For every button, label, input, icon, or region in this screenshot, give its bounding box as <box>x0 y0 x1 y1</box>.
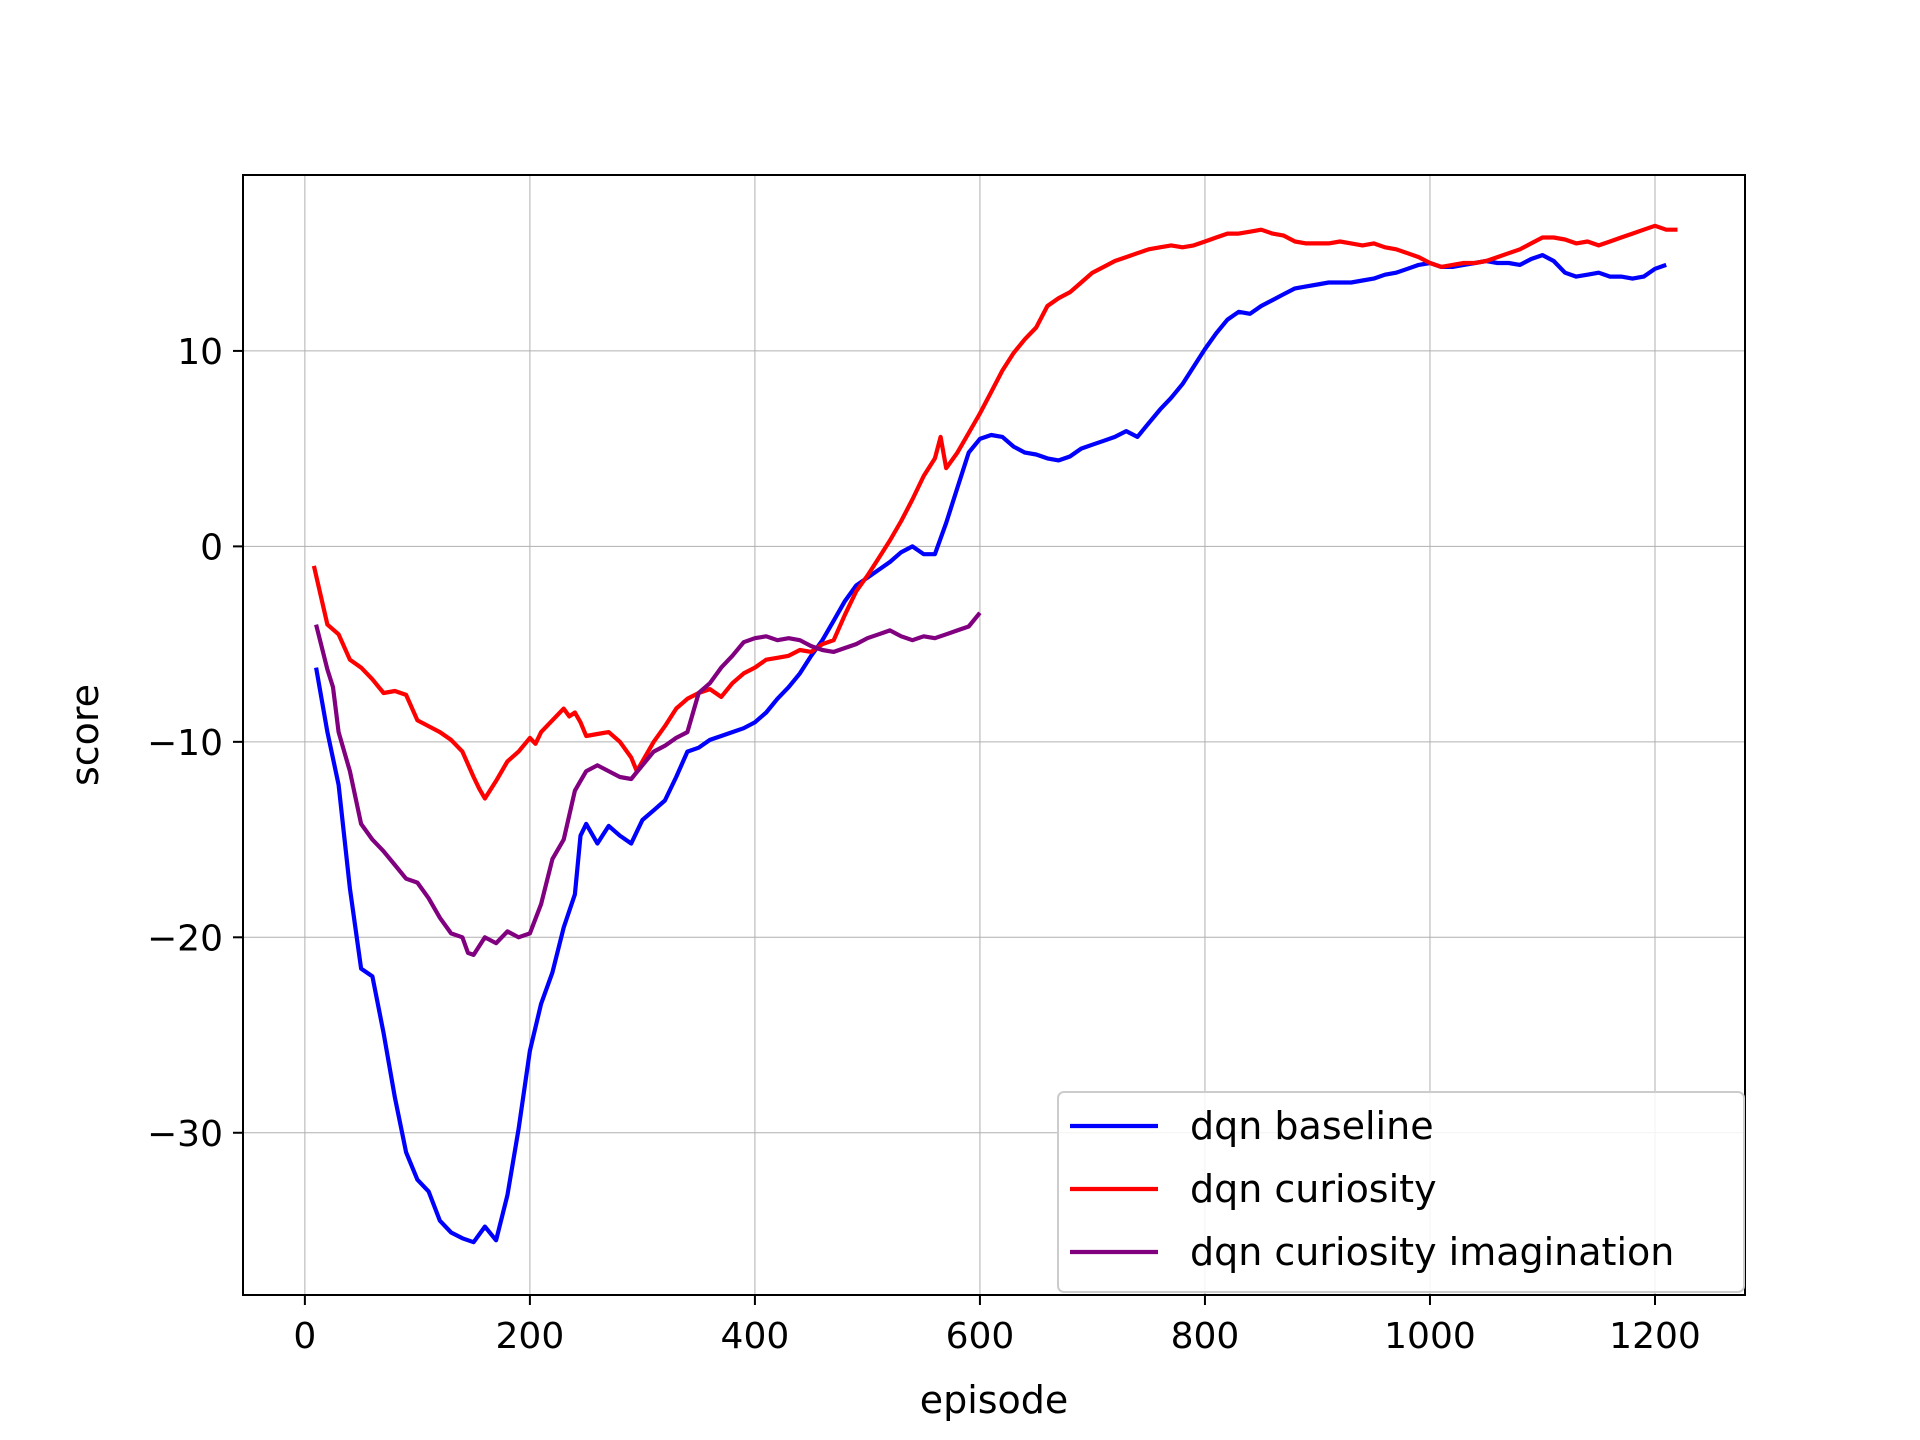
x-tick-label: 200 <box>496 1316 565 1357</box>
x-tick-label: 400 <box>721 1316 790 1357</box>
x-tick-label: 1200 <box>1609 1316 1701 1357</box>
legend-label-3: dqn curiosity imagination <box>1190 1230 1674 1274</box>
legend: dqn baseline dqn curiosity dqn curiosity i… <box>1057 1091 1745 1293</box>
x-tick-label: 1000 <box>1384 1316 1476 1357</box>
x-tick-label: 800 <box>1171 1316 1240 1357</box>
y-tick-label: −30 <box>147 1114 223 1155</box>
legend-label-2: dqn curiosity <box>1190 1167 1437 1211</box>
legend-box <box>1057 1091 1745 1293</box>
y-axis-label: score <box>63 684 107 786</box>
series-lines <box>311 223 1678 1245</box>
y-tick-label: −10 <box>147 723 223 764</box>
legend-label-1: dqn baseline <box>1190 1104 1434 1148</box>
series-line-3 <box>314 611 982 958</box>
y-tick-label: 10 <box>177 332 223 373</box>
x-axis-label: episode <box>920 1378 1069 1422</box>
x-tick-label: 0 <box>293 1316 316 1357</box>
plot-frame <box>242 174 1746 1296</box>
x-axis-ticks: 0 200 400 600 800 1000 1200 <box>293 1295 1701 1357</box>
y-axis-ticks: −30 −20 −10 0 10 <box>147 332 243 1155</box>
x-tick-label: 600 <box>946 1316 1015 1357</box>
y-tick-label: −20 <box>147 918 223 959</box>
series-line-2 <box>311 223 1678 801</box>
grid <box>243 175 1745 1295</box>
y-tick-label: 0 <box>200 527 223 568</box>
